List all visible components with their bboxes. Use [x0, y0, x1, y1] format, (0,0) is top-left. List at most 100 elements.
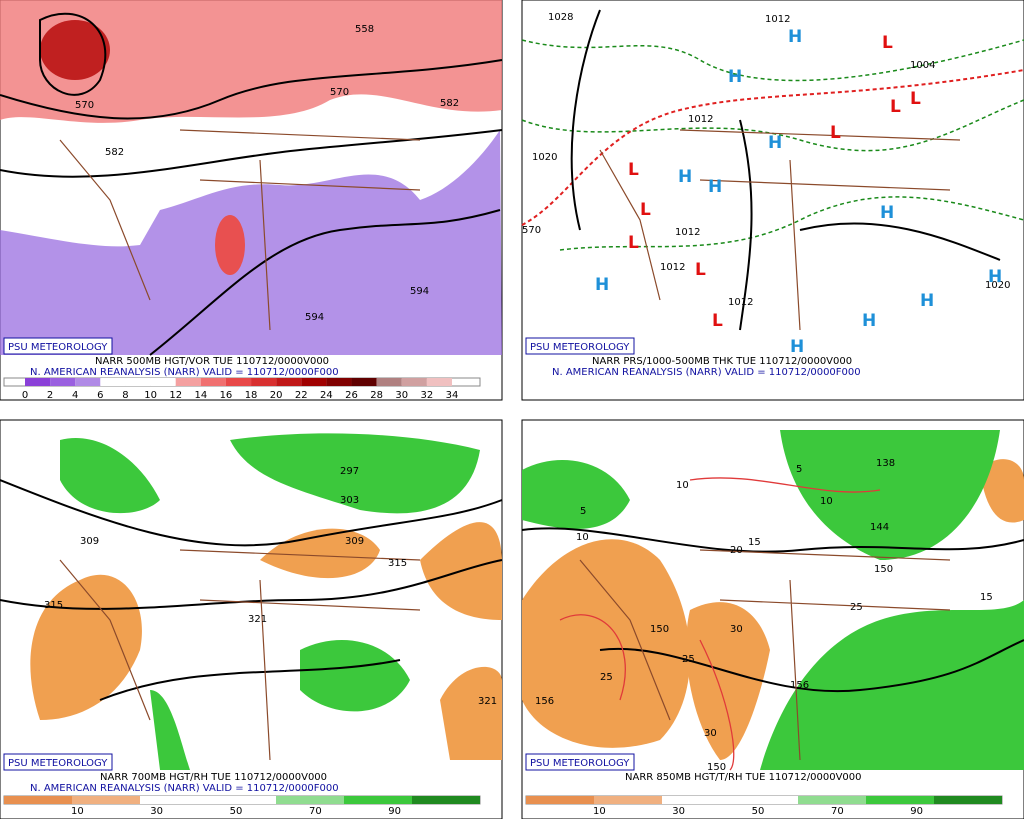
high: H — [920, 291, 934, 311]
isobar — [570, 9, 1001, 331]
contour-label: 144 — [870, 522, 889, 533]
contour — [0, 479, 503, 701]
colorbar-swatch — [75, 378, 101, 386]
dry-area — [440, 666, 502, 760]
colorbar-label: 14 — [194, 390, 207, 401]
thickness-line — [521, 39, 1024, 251]
colorbar-label: 10 — [144, 390, 157, 401]
contour-label: 570 — [522, 225, 541, 236]
colorbar-swatch — [251, 378, 277, 386]
colorbar-swatch — [276, 796, 344, 804]
temperature-label: 10 — [820, 496, 833, 507]
colorbar-swatch — [125, 378, 151, 386]
colorbar-swatch — [25, 378, 51, 386]
temperature-label: 25 — [682, 654, 695, 665]
high: H — [708, 177, 722, 197]
colorbar-label: 30 — [395, 390, 408, 401]
contour-label: 1012 — [675, 227, 700, 238]
thickness-570 — [521, 69, 1024, 226]
contour-label: 1004 — [910, 60, 935, 71]
contour-label: 1012 — [688, 114, 713, 125]
contour-label: 570 — [75, 100, 94, 111]
colorbar-swatch — [730, 796, 798, 804]
colorbar-swatch — [526, 796, 594, 804]
contour-label: 558 — [355, 24, 374, 35]
contour-label: 297 — [340, 466, 359, 477]
temperature-label: 5 — [796, 464, 802, 475]
colorbar-label: 30 — [150, 806, 163, 817]
contour-label: 150 — [650, 624, 669, 635]
border — [59, 549, 421, 761]
high: H — [768, 133, 782, 153]
contour-label: 1012 — [728, 297, 753, 308]
colorbar-label: 26 — [345, 390, 358, 401]
isotherm — [559, 477, 881, 771]
colorbar-swatch — [150, 378, 176, 386]
contour — [0, 129, 503, 178]
contour-label: 1020 — [532, 152, 557, 163]
dry-area — [980, 459, 1024, 523]
contour-label: 156 — [535, 696, 554, 707]
temperature-label: 25 — [600, 672, 613, 683]
moist-area — [150, 640, 410, 770]
high: H — [790, 337, 804, 357]
contour-label: 1012 — [765, 14, 790, 25]
colorbar-label: 50 — [230, 806, 243, 817]
badge: PSU METEOROLOGY — [8, 758, 108, 769]
badge: PSU METEOROLOGY — [530, 758, 630, 769]
dry-area — [522, 539, 690, 748]
colorbar-swatch — [426, 378, 452, 386]
colorbar-label: 70 — [831, 806, 844, 817]
caption: N. AMERICAN REANALYSIS (NARR) VALID = 11… — [30, 367, 339, 378]
low: L — [628, 233, 639, 253]
contour-label: 150 — [707, 762, 726, 773]
low: L — [628, 160, 639, 180]
panel-700mb: 297 303 309 309 315 315 321 321 PSU METE… — [0, 419, 503, 820]
colorbar-label: 30 — [672, 806, 685, 817]
colorbar-swatch — [326, 378, 352, 386]
colorbar-swatch — [376, 378, 402, 386]
contour-label: 594 — [305, 312, 324, 323]
colorbar-swatch — [140, 796, 208, 804]
colorbar-swatch — [175, 378, 201, 386]
caption: NARR PRS/1000-500MB THK TUE 110712/0000V… — [592, 356, 852, 367]
low: L — [910, 89, 921, 109]
colorbar-label: 24 — [320, 390, 333, 401]
contour-label: 594 — [410, 286, 429, 297]
colorbar-swatch — [225, 378, 252, 386]
colorbar-label: 70 — [309, 806, 322, 817]
colorbar-swatch — [50, 378, 76, 386]
dry-area — [30, 574, 142, 720]
contour — [0, 59, 503, 120]
high: H — [728, 67, 742, 87]
low: L — [695, 260, 706, 280]
colorbar-label: 4 — [72, 390, 78, 401]
colorbar-swatch — [412, 796, 480, 804]
vorticity-max — [40, 20, 110, 80]
colorbar-swatch — [100, 378, 126, 386]
temperature-label: 30 — [730, 624, 743, 635]
colorbar-swatch — [351, 378, 377, 386]
panel-850mb: 138 144 150 150 156 156 150 5 10 10 10 1… — [521, 419, 1024, 820]
high: H — [880, 203, 894, 223]
contour-label: 582 — [105, 147, 124, 158]
low: L — [882, 33, 893, 53]
caption: NARR 700MB HGT/RH TUE 110712/0000V000 — [100, 772, 327, 783]
temperature-label: 30 — [704, 728, 717, 739]
colorbar-swatch — [72, 796, 140, 804]
badge: PSU METEOROLOGY — [530, 342, 630, 353]
colorbar-label: 20 — [270, 390, 283, 401]
colorbar-swatch — [301, 378, 327, 386]
temperature-label: 10 — [576, 532, 589, 543]
temperature-label: 20 — [730, 545, 743, 556]
colorbar-label: 2 — [47, 390, 53, 401]
colorbar-label: 50 — [752, 806, 765, 817]
moist-area — [60, 433, 480, 514]
border — [599, 129, 961, 331]
contour-label: 303 — [340, 495, 359, 506]
high: H — [988, 267, 1002, 287]
colorbar-swatch — [798, 796, 866, 804]
contour-label: 321 — [248, 614, 267, 625]
caption: NARR 500MB HGT/VOR TUE 110712/0000V000 — [95, 356, 329, 367]
